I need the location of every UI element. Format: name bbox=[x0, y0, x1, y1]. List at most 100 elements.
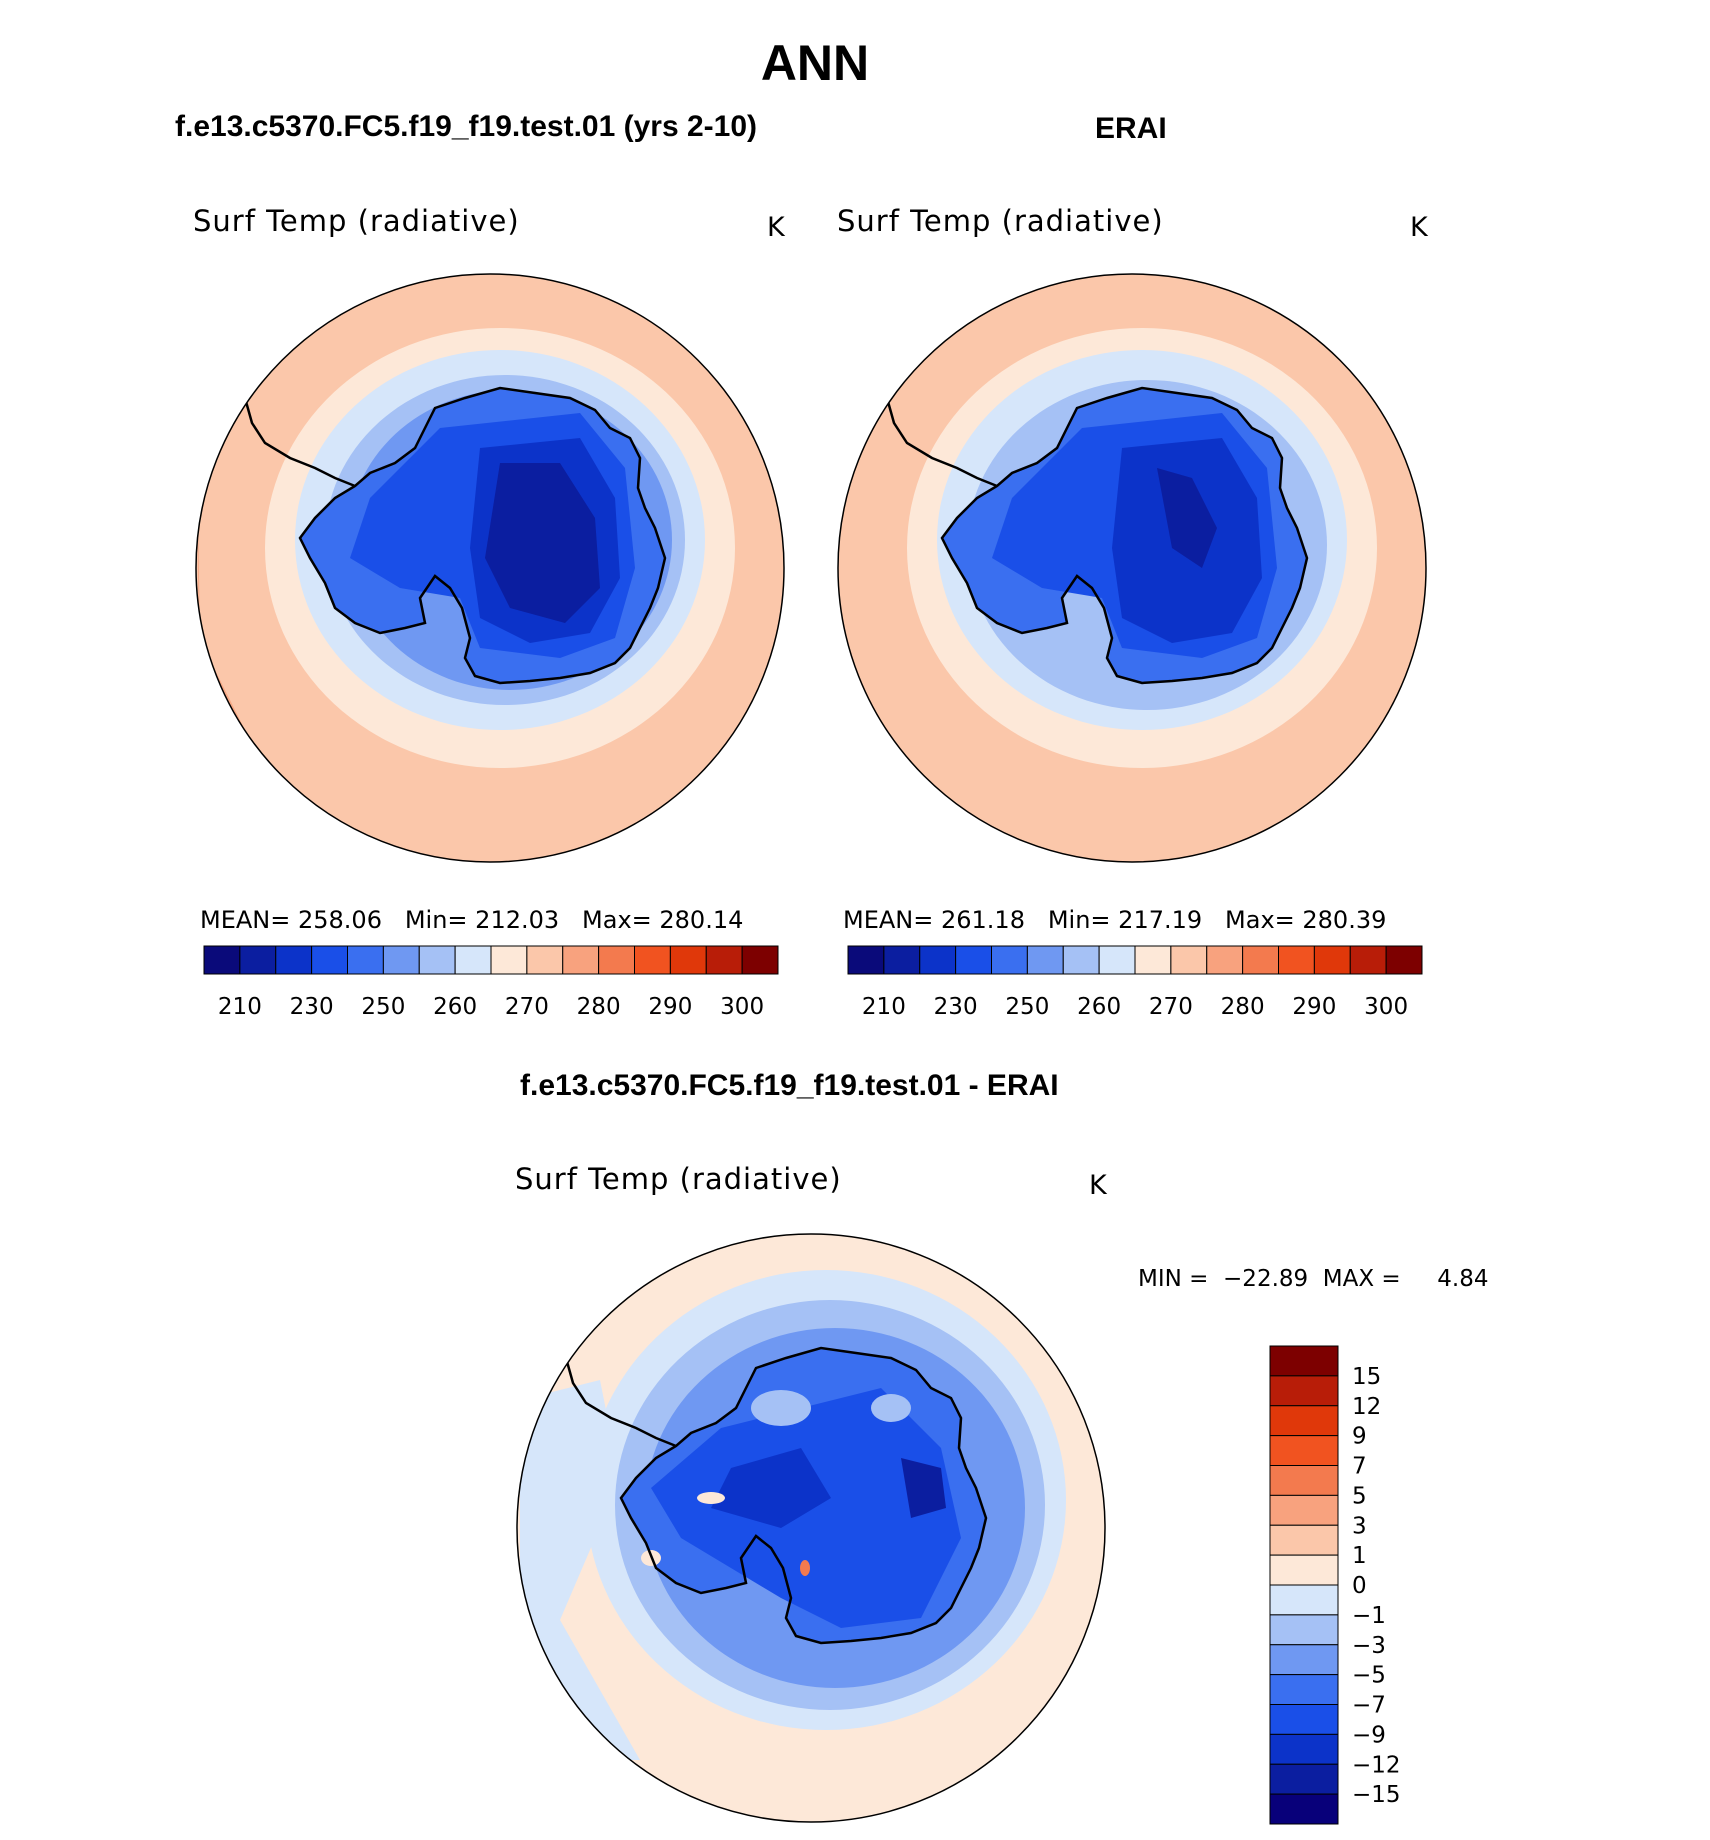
colorbar-swatch bbox=[1269, 1704, 1339, 1735]
colorbar-swatch bbox=[1278, 945, 1315, 975]
colorbar-swatch bbox=[1098, 945, 1136, 975]
colorbar-tick-label: −12 bbox=[1352, 1752, 1401, 1778]
colorbar-swatch bbox=[1269, 1435, 1339, 1466]
colorbar-tick-label: 9 bbox=[1352, 1424, 1367, 1450]
colorbar-swatch bbox=[1269, 1674, 1339, 1705]
colorbar-swatch bbox=[1269, 1554, 1339, 1586]
colorbar-swatch bbox=[1269, 1524, 1339, 1556]
colorbar-tick-label: −1 bbox=[1352, 1603, 1386, 1629]
colorbar-swatch bbox=[669, 945, 707, 975]
colorbar-swatch bbox=[1026, 945, 1064, 975]
colorbar-swatch bbox=[203, 945, 241, 975]
colorbar-tick-label: 210 bbox=[218, 994, 262, 1020]
colorbar-tick-label: 15 bbox=[1352, 1364, 1381, 1390]
colorbar-tick-label: 1 bbox=[1352, 1543, 1367, 1569]
panel1-units: K bbox=[767, 212, 785, 243]
colorbar-swatch bbox=[634, 945, 671, 975]
colorbar-swatch bbox=[883, 945, 921, 975]
colorbar-swatch bbox=[1269, 1584, 1339, 1616]
colorbar-tick-label: 250 bbox=[1005, 994, 1049, 1020]
colorbar-swatch bbox=[311, 945, 348, 975]
colorbar-swatch bbox=[955, 945, 992, 975]
panel2-stats: MEAN= 261.18 Min= 217.19 Max= 280.39 bbox=[843, 906, 1387, 934]
colorbar-tick-label: 270 bbox=[1149, 994, 1193, 1020]
colorbar-swatch bbox=[1349, 945, 1387, 975]
colorbar-panel2: 210 230 250 260 270 280 290 300 bbox=[847, 945, 1423, 1020]
panel1-variable: Surf Temp (radiative) bbox=[193, 204, 520, 238]
colorbar-swatch bbox=[382, 945, 420, 975]
colorbar-swatch bbox=[1269, 1763, 1339, 1795]
panel1-header: f.e13.c5370.FC5.f19_f19.test.01 (yrs 2-1… bbox=[175, 110, 758, 143]
colorbar-swatch bbox=[741, 945, 779, 975]
diff-map bbox=[517, 1234, 1105, 1822]
colorbar-swatch bbox=[1269, 1494, 1339, 1526]
colorbar-diff: 15 12 9 7 5 3 1 0 −1 −3 −5 −7 −9 −12 −15 bbox=[1269, 1345, 1401, 1825]
colorbar-swatch bbox=[919, 945, 957, 975]
colorbar-tick-label: 260 bbox=[1077, 994, 1121, 1020]
colorbar-tick-label: 290 bbox=[648, 994, 692, 1020]
colorbar-swatch bbox=[1242, 945, 1279, 975]
colorbar-swatch bbox=[1269, 1614, 1339, 1646]
colorbar-swatch bbox=[991, 945, 1028, 975]
colorbar-swatch bbox=[1206, 945, 1244, 975]
colorbar-tick-label: 260 bbox=[433, 994, 477, 1020]
colorbar-tick-label: 270 bbox=[505, 994, 549, 1020]
colorbar-tick-label: 300 bbox=[1364, 994, 1408, 1020]
colorbar-tick-label: −15 bbox=[1352, 1782, 1401, 1808]
colorbar-tick-label: 250 bbox=[361, 994, 405, 1020]
panel2-variable: Surf Temp (radiative) bbox=[837, 204, 1164, 238]
colorbar-swatch bbox=[847, 945, 885, 975]
colorbar-tick-label: 280 bbox=[1221, 994, 1265, 1020]
colorbar-tick-label: 0 bbox=[1352, 1573, 1367, 1599]
colorbar-swatch bbox=[1269, 1375, 1339, 1407]
colorbar-swatch bbox=[347, 945, 384, 975]
colorbar-tick-label: −9 bbox=[1352, 1722, 1386, 1748]
colorbar-swatch bbox=[1170, 945, 1208, 975]
colorbar-tick-label: 230 bbox=[290, 994, 334, 1020]
page-title: ANN bbox=[760, 35, 870, 91]
colorbar-swatch bbox=[1269, 1793, 1339, 1825]
panel1-map bbox=[196, 274, 784, 862]
colorbar-tick-label: 290 bbox=[1292, 994, 1336, 1020]
colorbar-tick-label: 210 bbox=[862, 994, 906, 1020]
colorbar-tick-label: −7 bbox=[1352, 1693, 1386, 1719]
colorbar-tick-label: 7 bbox=[1352, 1454, 1367, 1480]
colorbar-tick-label: 3 bbox=[1352, 1513, 1367, 1539]
colorbar-swatch bbox=[1134, 945, 1172, 975]
panel1-map-border bbox=[195, 273, 785, 863]
colorbar-swatch bbox=[526, 945, 564, 975]
colorbar-tick-label: 12 bbox=[1352, 1394, 1381, 1420]
colorbar-swatch bbox=[562, 945, 600, 975]
colorbar-tick-label: 300 bbox=[720, 994, 764, 1020]
panel2-units: K bbox=[1410, 212, 1428, 243]
colorbar-tick-label: −5 bbox=[1352, 1663, 1386, 1689]
panel2-header: ERAI bbox=[1095, 112, 1167, 145]
panel1-stats: MEAN= 258.06 Min= 212.03 Max= 280.14 bbox=[200, 906, 744, 934]
colorbar-swatch bbox=[454, 945, 492, 975]
colorbar-swatch bbox=[1269, 1644, 1339, 1676]
colorbar-swatch bbox=[418, 945, 456, 975]
colorbar-tick-label: −3 bbox=[1352, 1633, 1386, 1659]
diff-map-border bbox=[516, 1233, 1106, 1823]
colorbar-swatch bbox=[1313, 945, 1351, 975]
colorbar-swatch bbox=[239, 945, 277, 975]
colorbar-tick-label: 280 bbox=[577, 994, 621, 1020]
diff-units: K bbox=[1089, 1170, 1107, 1201]
diff-variable: Surf Temp (radiative) bbox=[515, 1162, 842, 1196]
colorbar-swatch bbox=[1269, 1345, 1339, 1377]
diff-title: f.e13.c5370.FC5.f19_f19.test.01 - ERAI bbox=[520, 1069, 1059, 1102]
colorbar-swatch bbox=[275, 945, 313, 975]
colorbar-swatch bbox=[598, 945, 635, 975]
colorbar-swatch bbox=[1269, 1733, 1339, 1765]
colorbar-swatch bbox=[1062, 945, 1100, 975]
colorbar-swatch bbox=[490, 945, 528, 975]
diff-minmax: MIN = −22.89 MAX = 4.84 bbox=[1138, 1266, 1489, 1292]
colorbar-tick-label: 230 bbox=[934, 994, 978, 1020]
colorbar-swatch bbox=[1269, 1465, 1339, 1496]
panel2-map bbox=[838, 274, 1426, 862]
colorbar-swatch bbox=[1385, 945, 1423, 975]
panel2-map-border bbox=[837, 273, 1427, 863]
colorbar-swatch bbox=[1269, 1405, 1339, 1437]
colorbar-swatch bbox=[705, 945, 743, 975]
